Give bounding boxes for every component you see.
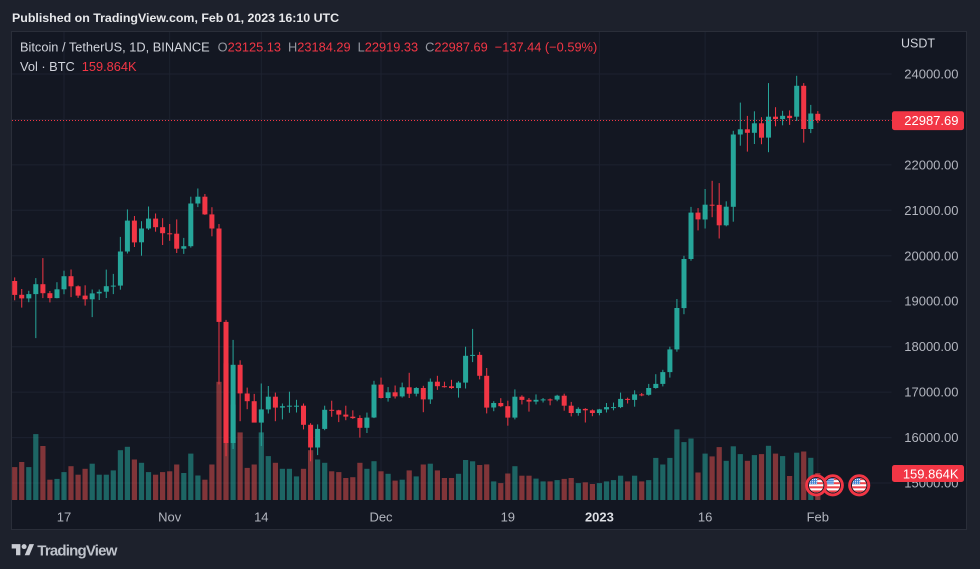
svg-text:Bitcoin / TetherUS, 1D, BINANC: Bitcoin / TetherUS, 1D, BINANCE O23125.13… xyxy=(20,39,597,54)
svg-text:TradingView: TradingView xyxy=(37,543,117,560)
svg-text:159.864K: 159.864K xyxy=(903,467,959,482)
svg-text:Published on TradingView.com,: Published on TradingView.com, Feb 01, 20… xyxy=(12,11,339,25)
svg-text:14: 14 xyxy=(254,509,268,524)
svg-text:17: 17 xyxy=(57,509,71,524)
svg-text:18000.00: 18000.00 xyxy=(904,339,958,354)
svg-text:Feb: Feb xyxy=(807,509,829,524)
svg-text:16000.00: 16000.00 xyxy=(904,430,958,445)
svg-text:20000.00: 20000.00 xyxy=(904,248,958,263)
svg-text:22987.69: 22987.69 xyxy=(904,113,958,128)
svg-text:21000.00: 21000.00 xyxy=(904,203,958,218)
svg-text:19: 19 xyxy=(501,509,515,524)
svg-text:22000.00: 22000.00 xyxy=(904,157,958,172)
svg-text:16: 16 xyxy=(698,509,712,524)
svg-text:17000.00: 17000.00 xyxy=(904,385,958,400)
svg-text:19000.00: 19000.00 xyxy=(904,294,958,309)
svg-text:Dec: Dec xyxy=(369,509,393,524)
svg-text:2023: 2023 xyxy=(585,509,614,524)
svg-text:Nov: Nov xyxy=(158,509,182,524)
svg-text:USDT: USDT xyxy=(901,37,935,51)
svg-text:24000.00: 24000.00 xyxy=(904,67,958,82)
